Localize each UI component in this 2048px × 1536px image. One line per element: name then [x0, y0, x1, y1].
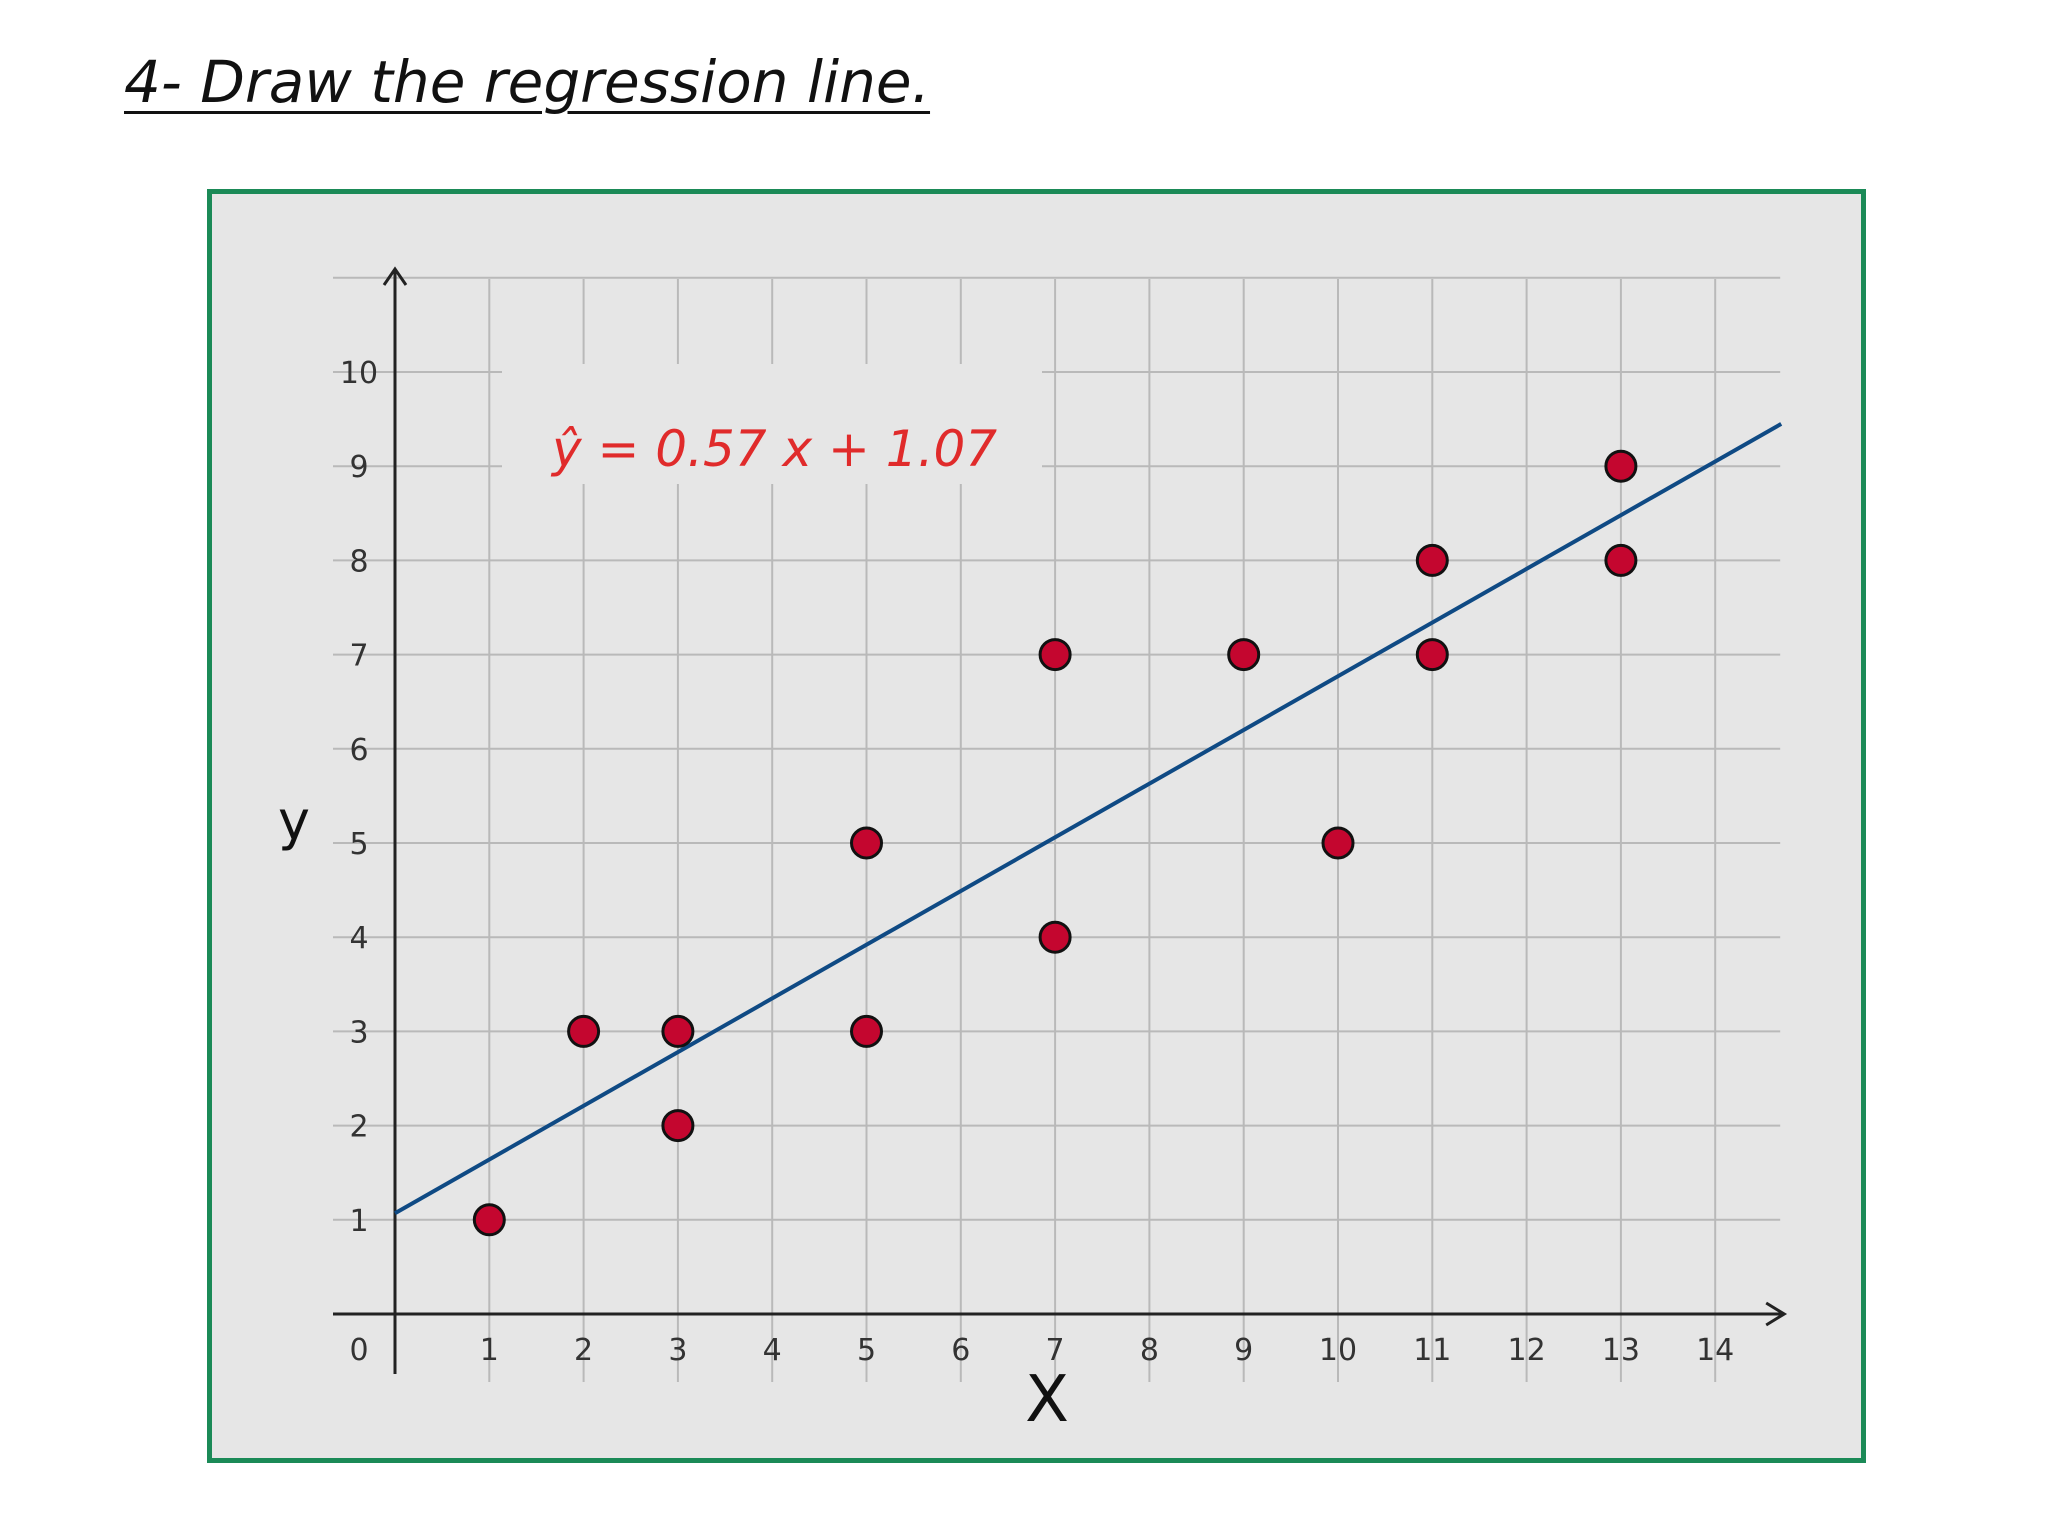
x-tick-label: 1: [480, 1333, 499, 1368]
data-point: [1604, 543, 1638, 577]
x-tick-label: 4: [763, 1333, 782, 1368]
x-tick-label: 9: [1234, 1333, 1253, 1368]
data-point: [661, 1109, 695, 1143]
data-point: [850, 826, 883, 860]
x-tick-label: 13: [1602, 1333, 1640, 1368]
data-point: [1227, 638, 1261, 672]
x-tick-label: 14: [1696, 1333, 1734, 1368]
data-points: [472, 449, 1638, 1237]
x-tick-label: 0: [349, 1333, 368, 1368]
x-tick-label: 5: [857, 1333, 876, 1368]
y-tick-label: 10: [340, 356, 378, 391]
data-point: [850, 1014, 883, 1048]
data-point: [1038, 638, 1072, 672]
x-tick-label: 12: [1508, 1333, 1546, 1368]
x-axis-title: X: [1025, 1363, 1069, 1437]
data-point: [1038, 920, 1072, 954]
data-point: [661, 1014, 695, 1048]
y-tick-label: 1: [349, 1204, 368, 1239]
x-tick-label: 3: [668, 1333, 687, 1368]
y-tick-label: 5: [349, 827, 368, 862]
x-tick-label: 6: [951, 1333, 970, 1368]
data-point: [1321, 826, 1355, 860]
x-tick-label: 2: [574, 1333, 593, 1368]
chart-frame: 0 1 2 3 4 5 6 7 8 9 10 11 12 13 14 1 2 3 4 5 6 7 8 9 10 ŷ = 0.57…: [207, 189, 1866, 1463]
data-point: [1415, 543, 1449, 577]
slide-title: 4- Draw the regression line.: [124, 48, 931, 116]
y-axis-title: y: [278, 789, 310, 852]
data-point: [472, 1203, 506, 1237]
equation-backdrop: [502, 364, 1042, 484]
y-axis-arrow: [382, 266, 408, 286]
y-tick-label: 7: [349, 639, 368, 674]
data-point: [1415, 638, 1449, 672]
y-tick-label: 9: [349, 450, 368, 485]
y-tick-label: 6: [349, 733, 368, 768]
y-tick-label: 4: [349, 921, 368, 956]
data-point: [1604, 449, 1638, 483]
x-tick-label: 10: [1319, 1333, 1357, 1368]
x-axis-arrow: [1765, 1301, 1788, 1327]
y-tick-label: 3: [349, 1015, 368, 1050]
regression-equation: ŷ = 0.57 x + 1.07: [550, 420, 997, 478]
data-point: [567, 1014, 601, 1048]
x-tick-label: 7: [1046, 1333, 1065, 1368]
x-tick-label: 11: [1413, 1333, 1451, 1368]
y-tick-label: 8: [349, 544, 368, 579]
y-tick-label: 2: [349, 1110, 368, 1145]
x-tick-label: 8: [1140, 1333, 1159, 1368]
regression-line: [394, 422, 1783, 1215]
axes: [333, 266, 1788, 1374]
